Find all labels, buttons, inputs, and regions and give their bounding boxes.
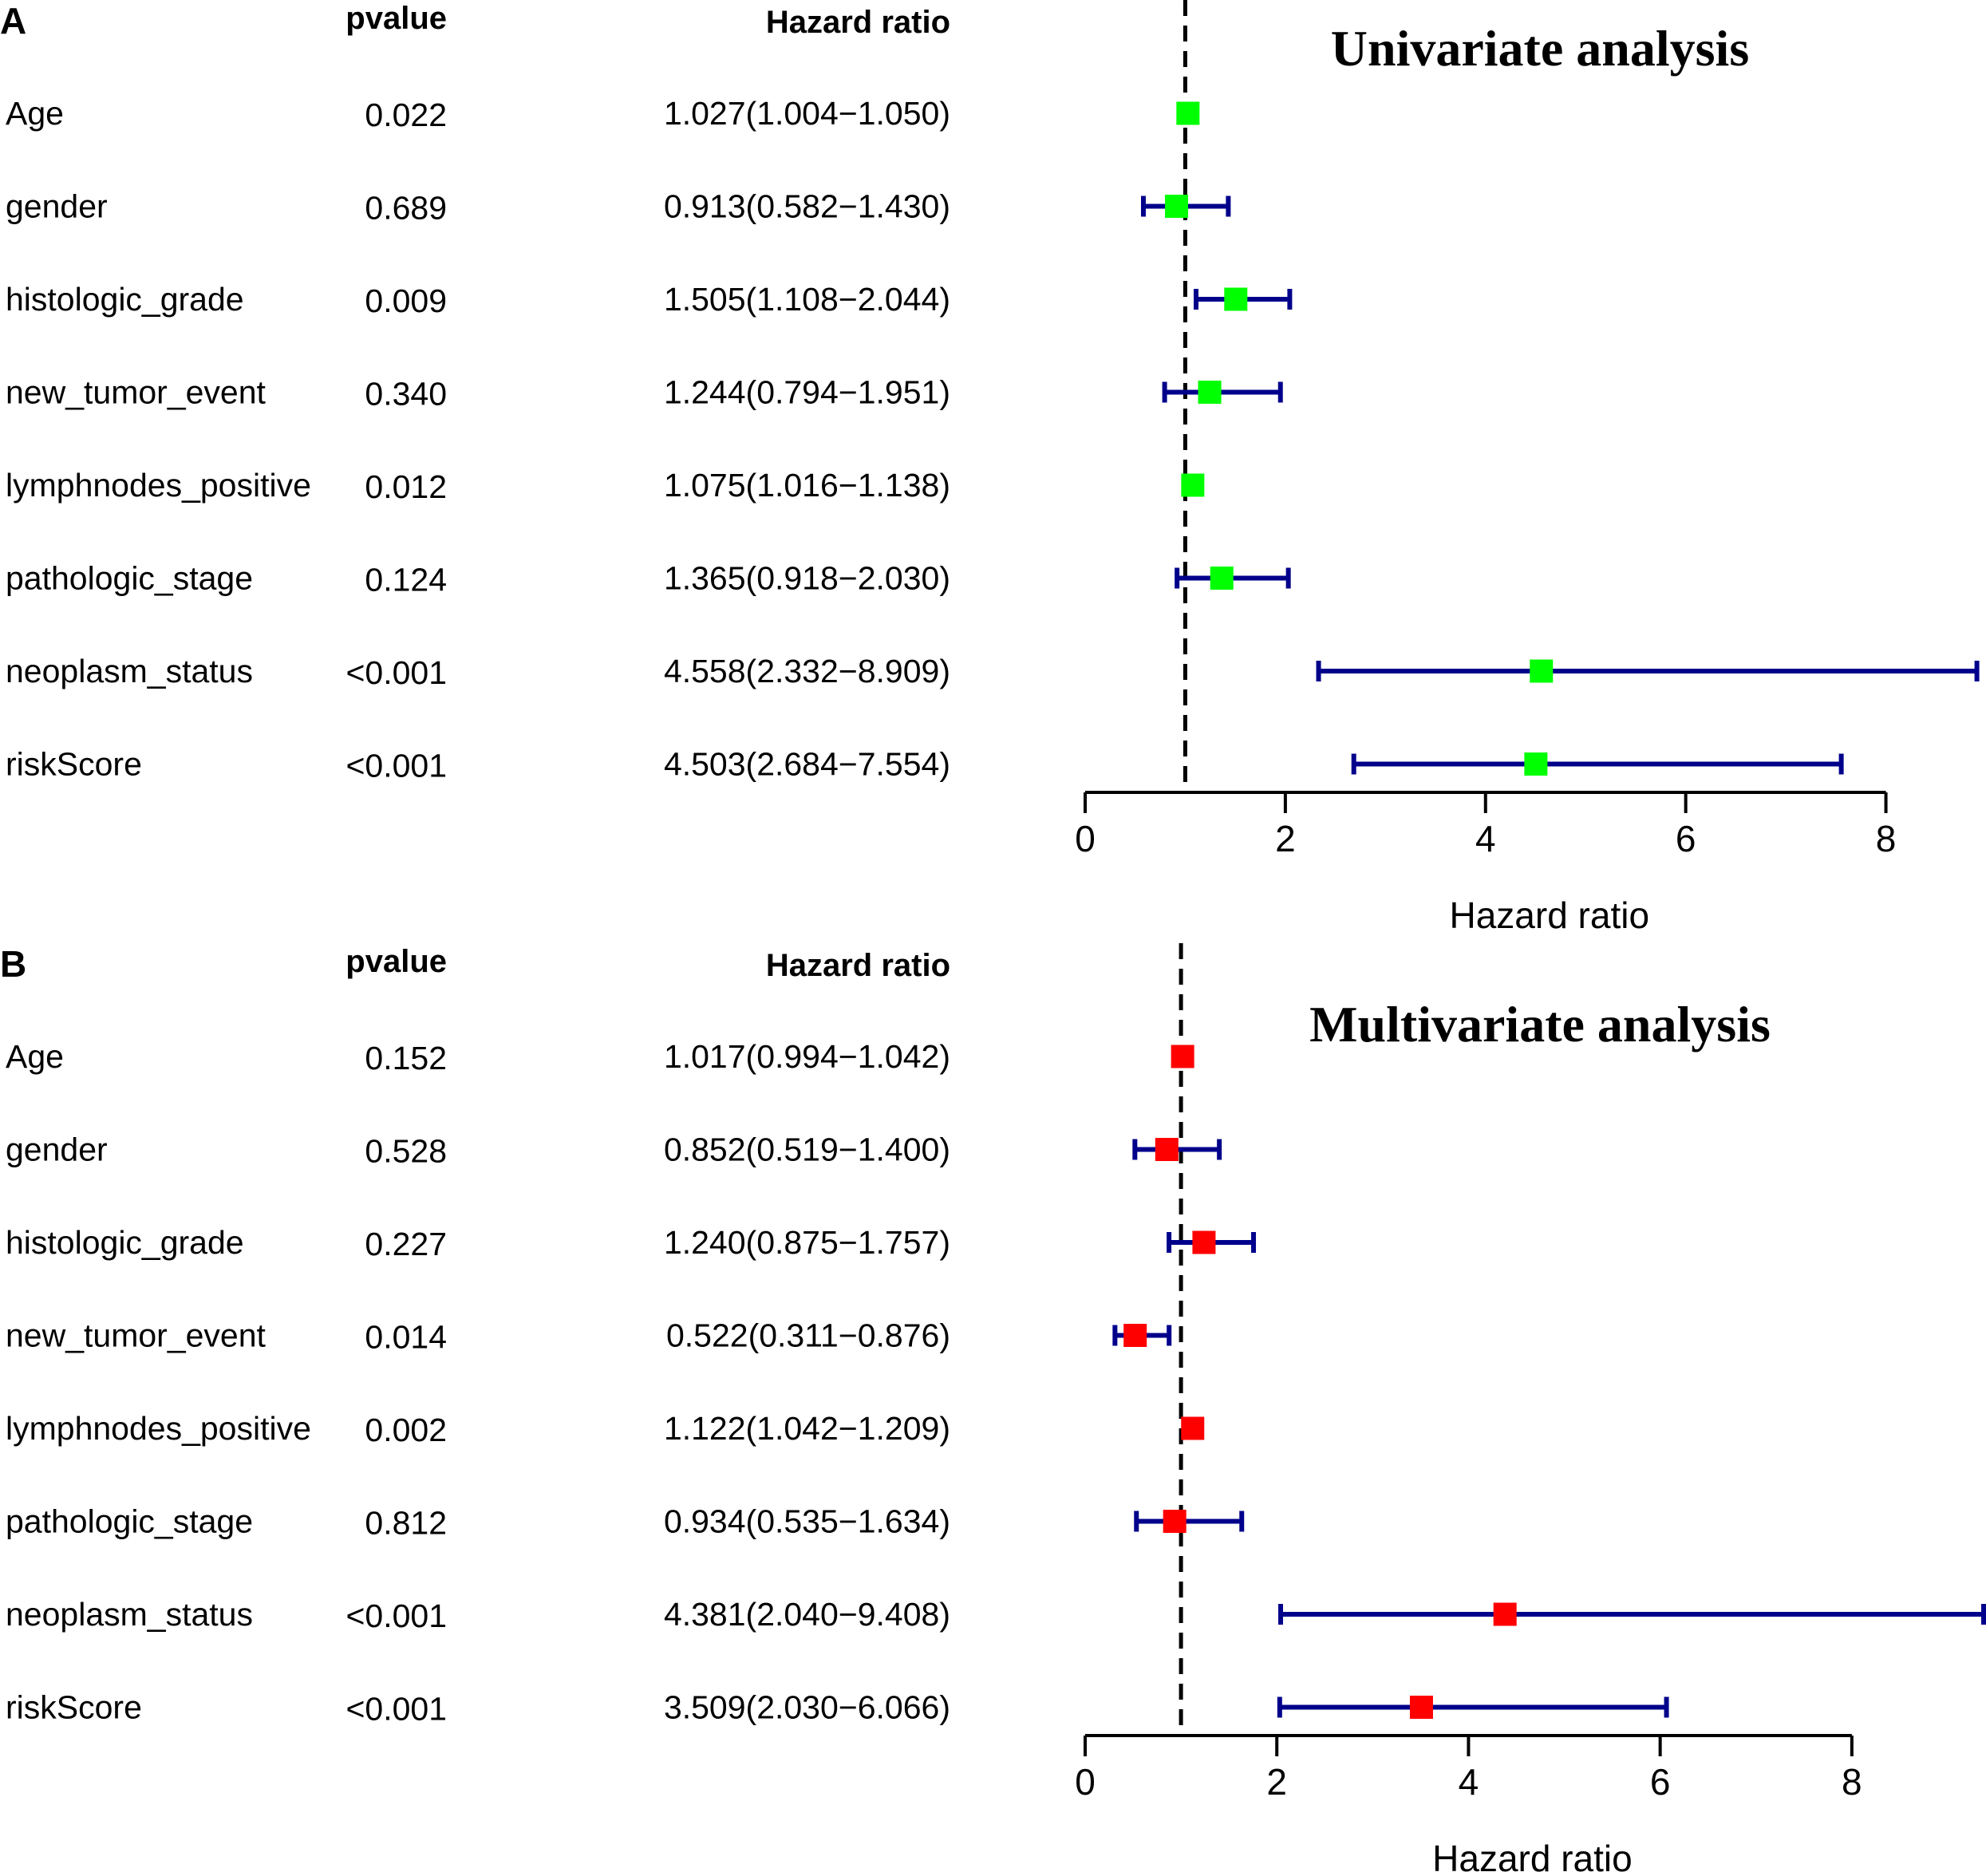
row-age-pvalue: 0.152 [365,1040,447,1076]
x-axis-label: Hazard ratio [1432,1838,1633,1876]
panel-label: B [0,943,26,985]
row-neoplasm-status-hr-text: 4.381(2.040−9.408) [664,1596,950,1633]
row-neoplasm-status-pvalue: <0.001 [345,654,447,691]
row-neoplasm-status-hr-text: 4.558(2.332−8.909) [664,653,950,689]
hazard-ratio-header: Hazard ratio [766,948,950,983]
row-riskscore-hr-marker [1409,1696,1433,1719]
row-age-hr-text: 1.017(0.994−1.042) [664,1038,950,1075]
row-riskscore-hr-text: 3.509(2.030−6.066) [664,1689,950,1726]
row-age-hr-marker [1176,101,1200,125]
row-lymphnodes-positive-pvalue: 0.002 [365,1412,447,1448]
row-new-tumor-event-variable-label: new_tumor_event [6,1317,267,1354]
row-riskscore-variable-label: riskScore [6,746,142,783]
x-tick-label-0: 0 [1075,818,1096,859]
row-gender-hr-marker [1155,1138,1179,1161]
row-neoplasm-status-variable-label: neoplasm_status [6,1596,253,1633]
row-riskscore-hr-marker [1524,752,1548,776]
row-gender-hr-marker [1165,195,1189,218]
row-pathologic-stage-pvalue: 0.124 [365,562,447,598]
row-histologic-grade-hr-text: 1.240(0.875−1.757) [664,1224,950,1261]
x-tick-label-2: 2 [1275,818,1296,859]
row-neoplasm-status-hr-marker [1530,659,1554,683]
row-riskscore-pvalue: <0.001 [345,748,447,784]
row-histologic-grade-hr-marker [1192,1230,1216,1254]
x-tick-label-2: 2 [1266,1761,1287,1803]
row-new-tumor-event-hr-text: 0.522(0.311−0.876) [666,1317,950,1354]
row-histologic-grade-hr-text: 1.505(1.108−2.044) [664,281,950,318]
x-tick-label-4: 4 [1459,1761,1479,1803]
row-age-hr-text: 1.027(1.004−1.050) [664,95,950,132]
row-gender-variable-label: gender [6,188,108,225]
row-new-tumor-event-pvalue: 0.014 [365,1319,447,1356]
row-gender-pvalue: 0.528 [365,1133,447,1170]
x-tick-label-6: 6 [1676,818,1696,859]
row-neoplasm-status-hr-marker [1493,1602,1517,1626]
row-neoplasm-status-pvalue: <0.001 [345,1598,447,1634]
row-new-tumor-event-pvalue: 0.340 [365,376,447,413]
row-new-tumor-event-variable-label: new_tumor_event [6,374,267,411]
row-age-variable-label: Age [6,95,64,132]
row-lymphnodes-positive-hr-text: 1.122(1.042−1.209) [664,1410,950,1447]
row-histologic-grade-variable-label: histologic_grade [6,281,244,318]
row-new-tumor-event-hr-marker [1123,1324,1147,1347]
pvalue-header: pvalue [345,1,447,36]
row-lymphnodes-positive-hr-marker [1181,1416,1205,1440]
row-pathologic-stage-variable-label: pathologic_stage [6,1503,253,1540]
x-axis-label: Hazard ratio [1449,895,1649,936]
row-pathologic-stage-variable-label: pathologic_stage [6,560,253,597]
row-histologic-grade-hr-marker [1224,287,1248,311]
row-lymphnodes-positive-variable-label: lymphnodes_positive [6,467,311,504]
row-pathologic-stage-hr-text: 0.934(0.535−1.634) [664,1503,950,1540]
chart-title: Univariate analysis [1331,20,1749,77]
row-neoplasm-status-variable-label: neoplasm_status [6,653,253,689]
x-tick-label-4: 4 [1475,818,1496,859]
row-lymphnodes-positive-hr-text: 1.075(1.016−1.138) [664,467,950,504]
row-new-tumor-event-hr-marker [1198,381,1222,404]
pvalue-header: pvalue [345,944,447,979]
row-gender-hr-text: 0.913(0.582−1.430) [664,188,950,225]
x-tick-label-6: 6 [1650,1761,1671,1803]
row-riskscore-pvalue: <0.001 [345,1691,447,1728]
row-gender-hr-text: 0.852(0.519−1.400) [664,1132,950,1168]
x-tick-label-8: 8 [1876,818,1897,859]
x-tick-label-8: 8 [1842,1761,1862,1803]
row-riskscore-hr-text: 4.503(2.684−7.554) [664,746,950,783]
x-tick-label-0: 0 [1075,1761,1096,1803]
row-pathologic-stage-hr-marker [1210,567,1234,590]
row-age-hr-marker [1171,1045,1194,1068]
hazard-ratio-header: Hazard ratio [766,5,950,40]
row-age-pvalue: 0.022 [365,97,447,133]
row-histologic-grade-pvalue: 0.227 [365,1226,447,1262]
row-lymphnodes-positive-variable-label: lymphnodes_positive [6,1410,311,1447]
row-gender-variable-label: gender [6,1132,108,1168]
row-lymphnodes-positive-hr-marker [1181,473,1205,497]
row-pathologic-stage-hr-marker [1163,1510,1186,1533]
row-pathologic-stage-pvalue: 0.812 [365,1505,447,1542]
row-lymphnodes-positive-pvalue: 0.012 [365,468,447,505]
chart-title: Multivariate analysis [1309,996,1771,1053]
panel-label: A [0,0,26,41]
row-riskscore-variable-label: riskScore [6,1689,142,1726]
row-age-variable-label: Age [6,1038,64,1075]
row-pathologic-stage-hr-text: 1.365(0.918−2.030) [664,560,950,597]
row-histologic-grade-pvalue: 0.009 [365,282,447,319]
row-gender-pvalue: 0.689 [365,190,447,227]
row-new-tumor-event-hr-text: 1.244(0.794−1.951) [664,374,950,411]
row-histologic-grade-variable-label: histologic_grade [6,1224,244,1261]
